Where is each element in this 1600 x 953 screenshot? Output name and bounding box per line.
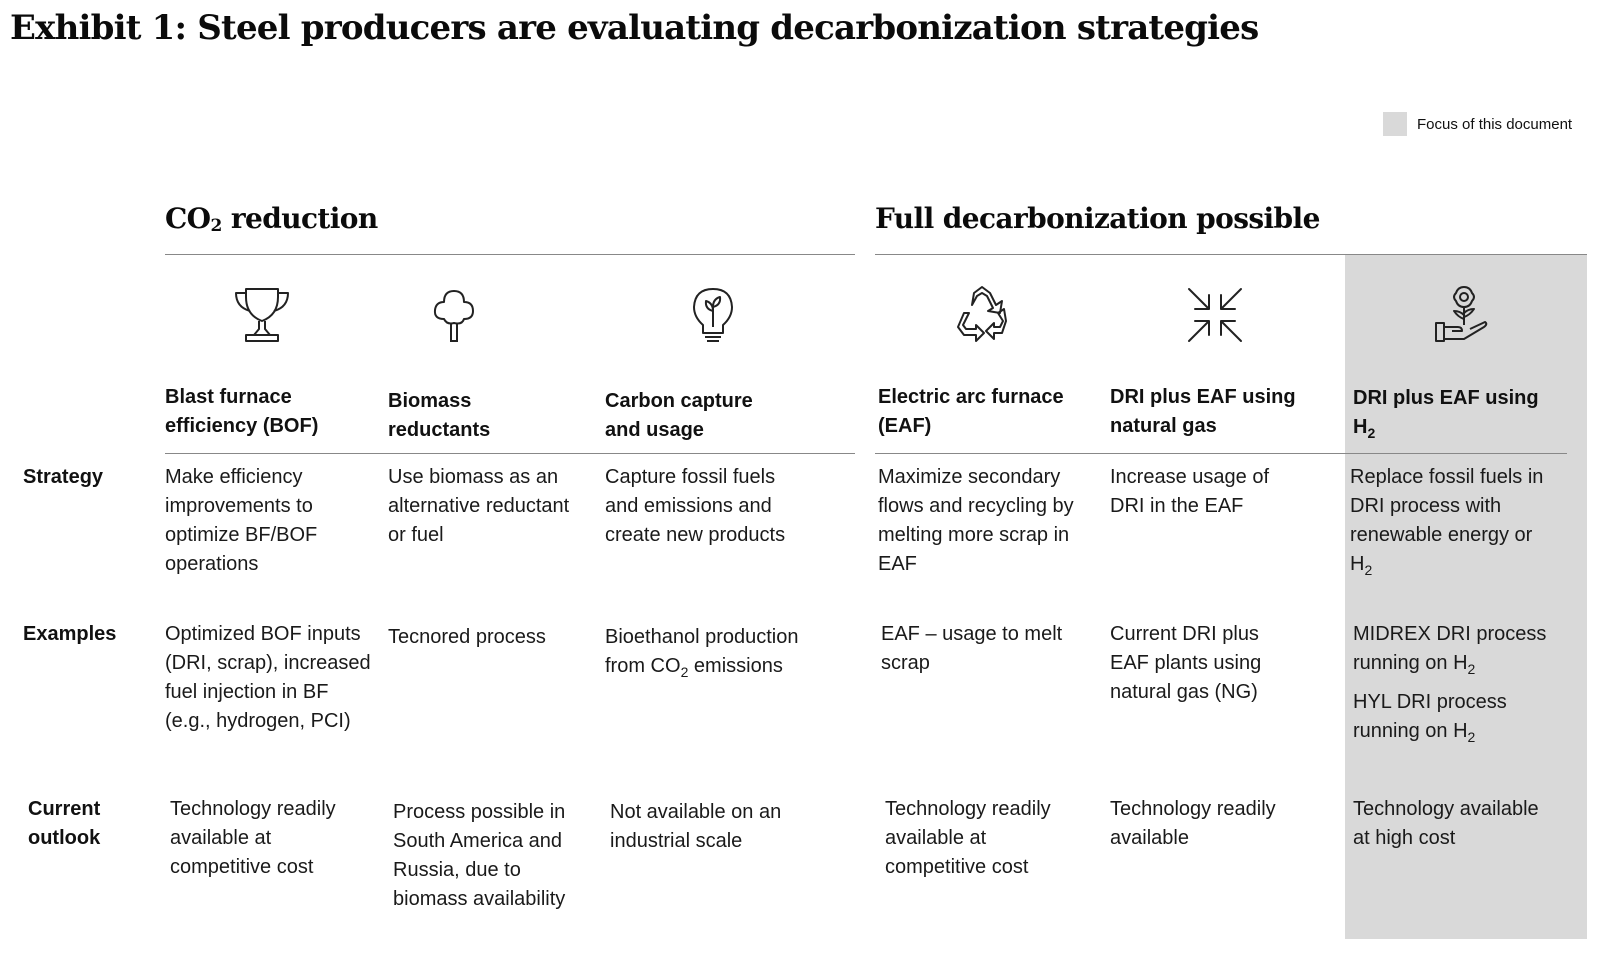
outlook-cell: Technology readily available at competitiv… [170,798,336,878]
lightbulb-icon [678,280,748,350]
legend-label: Focus of this document [1417,115,1573,133]
section-heading-full-decarbonization: Full decarbonization possible [875,202,1320,235]
strategy-cell: Maximize secondary flows and recycling by… [878,466,1074,575]
focus-highlight-column [1345,255,1587,939]
strategy-cell: Replace fossil fuels in DRI process with r… [1350,466,1544,578]
page-title: Exhibit 1: Steel producers are evaluatin… [10,8,1259,48]
strategy-cell: Make efficiency improvements to optimize B… [165,466,318,575]
recycle-icon [947,280,1017,350]
column-heading-carbon-capture: Carbon capture and usage [605,390,753,441]
outlook-cell: Process possible in South America and Russ… [393,801,566,910]
legend: Focus of this document [1383,112,1572,136]
examples-cell: EAF – usage to melt scrap [881,623,1063,674]
outlook-cell: Technology available at high cost [1353,798,1539,849]
column-heading-dri-h2: DRI plus EAF using H2 [1353,387,1539,441]
row-label-strategy: Strategy [23,466,104,488]
outlook-cell: Not available on an industrial scale [610,801,782,852]
legend-swatch [1383,112,1407,136]
tree-icon [419,280,489,350]
section-divider-left [165,254,855,255]
column-heading-blast-furnace: Blast furnace efficiency (BOF) [165,386,319,437]
row-label-examples: Examples [23,623,117,645]
strategy-cell: Increase usage of DRI in the EAF [1110,466,1269,517]
header-divider-right [875,453,1567,454]
outlook-cell: Technology readily available at competitiv… [885,798,1051,878]
examples-cell: Tecnored process [388,626,546,648]
outlook-cell: Technology readily available [1110,798,1276,849]
row-label-current-outlook: Current outlook [28,798,101,849]
examples-cell: Optimized BOF inputs (DRI, scrap), increa… [165,623,371,732]
column-heading-eaf: Electric arc furnace (EAF) [878,386,1064,437]
section-heading-co2-reduction: CO2 reduction [165,202,378,236]
section-divider-right [875,254,1587,255]
examples-cell: Current DRI plus EAF plants using natural … [1110,623,1262,703]
header-divider-left [165,453,855,454]
example-hyl: HYL DRI process running on H2 [1353,691,1507,745]
example-midrex: MIDREX DRI process running on H2 [1353,623,1547,677]
arrows-inward-icon [1180,280,1250,350]
examples-cell: Bioethanol production from CO2 emissions [605,626,799,680]
examples-cell: MIDREX DRI process running on H2 HYL DRI … [1353,620,1583,747]
column-heading-biomass: Biomass reductants [388,390,491,441]
hand-flower-icon [1427,280,1497,350]
column-heading-dri-natural-gas: DRI plus EAF using natural gas [1110,386,1296,437]
trophy-icon [227,280,297,350]
strategy-cell: Use biomass as an alternative reductant or… [388,466,570,546]
strategy-cell: Capture fossil fuels and emissions and cre… [605,466,786,546]
